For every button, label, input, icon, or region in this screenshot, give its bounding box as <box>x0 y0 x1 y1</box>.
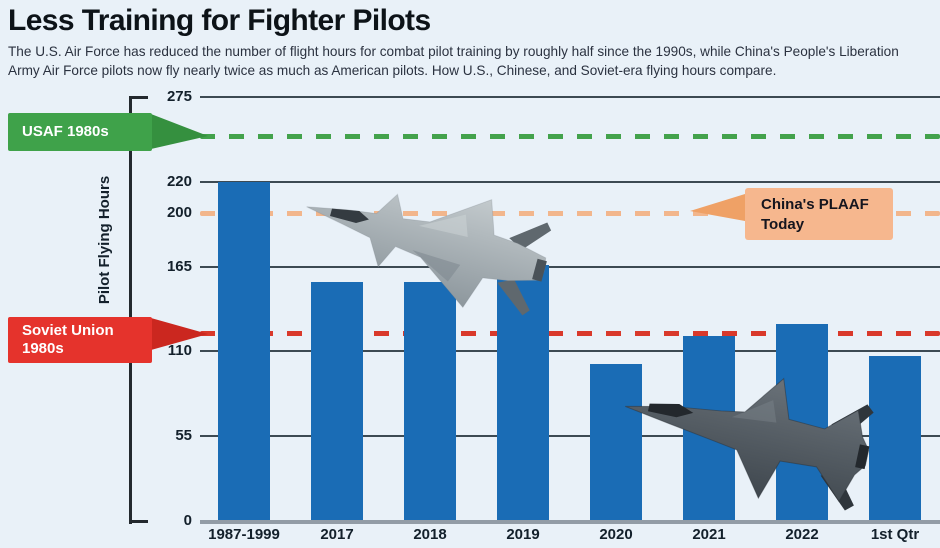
bar-1st-qtr <box>869 356 921 521</box>
bar-1987-1999 <box>218 181 270 521</box>
plaaf-flag-pointer <box>690 194 745 221</box>
bar-2020 <box>590 363 642 521</box>
x-tick-label-2021: 2021 <box>692 526 726 543</box>
soviet-flag-pointer <box>151 318 208 350</box>
reference-line-usaf <box>200 133 940 139</box>
usaf-flag-pointer <box>151 114 208 149</box>
y-axis-bracket-top-cap <box>129 96 148 99</box>
soviet-flag-label-line2: 1980s <box>22 340 64 357</box>
y-gridline-165 <box>200 265 940 268</box>
x-tick-label-1st-qtr: 1st Qtr <box>870 526 920 543</box>
x-axis-line <box>200 520 940 524</box>
y-tick-label-220: 220 <box>166 172 192 190</box>
x-tick-label-2020: 2020 <box>599 526 633 543</box>
x-tick-label-2022: 2022 <box>785 526 819 543</box>
reference-line-plaaf <box>200 210 940 216</box>
page-subtitle: The U.S. Air Force has reduced the numbe… <box>8 44 899 79</box>
bar-2018 <box>404 282 456 521</box>
soviet-union-1980s-flag: Soviet Union 1980s <box>8 317 152 363</box>
usaf-1980s-flag-label: USAF 1980s <box>22 123 109 141</box>
y-axis-title: Pilot Flying Hours <box>96 175 113 305</box>
plaaf-flag-label-line2: Today <box>761 215 805 233</box>
y-tick-label-110: 110 <box>167 342 192 360</box>
x-tick-label-1987-1999: 1987-1999 <box>208 526 280 543</box>
page-title: Less Training for Fighter Pilots <box>8 4 431 37</box>
x-tick-label-2018: 2018 <box>413 526 447 543</box>
y-tick-label-55: 55 <box>175 427 192 445</box>
plaaf-flag-label-line1: China's PLAAF <box>761 196 869 213</box>
y-gridline-275 <box>200 96 940 98</box>
reference-line-soviet <box>200 330 940 336</box>
f35-fighter-jet-image <box>625 377 874 511</box>
soviet-flag-label-line1: Soviet Union <box>22 322 114 340</box>
x-tick-label-2019: 2019 <box>506 526 540 543</box>
y-gridline-220 <box>200 180 940 183</box>
y-gridline-55 <box>200 435 940 438</box>
y-axis-bracket-bottom-cap <box>129 520 148 523</box>
y-tick-label-0: 0 <box>183 512 192 529</box>
y-axis-bracket-line <box>129 96 132 524</box>
y-gridline-110 <box>200 350 940 353</box>
chinas-plaaf-today-flag: China's PLAAF Today <box>745 188 893 240</box>
y-tick-label-200: 200 <box>166 203 192 221</box>
y-tick-label-275: 275 <box>166 88 192 105</box>
j20-fighter-jet-image <box>306 193 552 316</box>
x-tick-label-2017: 2017 <box>320 526 354 543</box>
usaf-1980s-flag: USAF 1980s <box>8 113 152 151</box>
bar-2017 <box>311 282 363 521</box>
y-tick-label-165: 165 <box>166 257 192 275</box>
